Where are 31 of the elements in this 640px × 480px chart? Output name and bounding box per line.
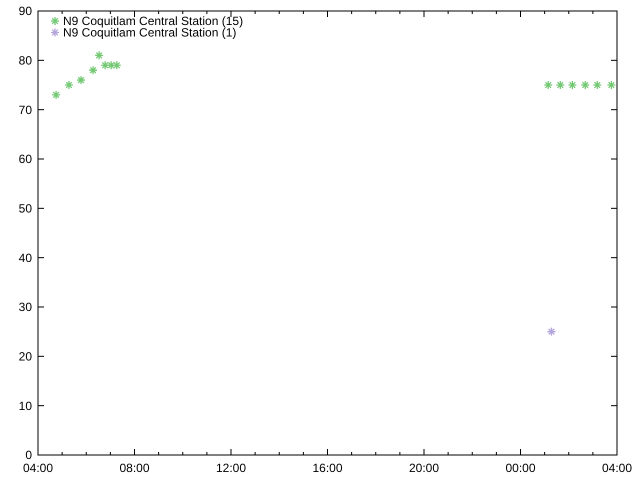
y-tick-label: 10 bbox=[18, 398, 32, 413]
x-tick-label: 04:00 bbox=[602, 461, 632, 475]
point bbox=[94, 50, 104, 60]
y-tick-label: 40 bbox=[18, 250, 32, 265]
x-tick-label: 12:00 bbox=[216, 461, 246, 475]
x-tick-label: 16:00 bbox=[312, 461, 343, 475]
y-tick-label: 90 bbox=[18, 4, 32, 18]
x-tick-label: 04:00 bbox=[22, 461, 54, 475]
point bbox=[88, 66, 98, 75]
point bbox=[568, 80, 578, 90]
point bbox=[556, 80, 565, 90]
point bbox=[51, 90, 61, 100]
legend-label: N9 Coquitlam Central Station (15) bbox=[63, 14, 244, 28]
y-tick-label: 80 bbox=[18, 54, 32, 68]
legend-label: N9 Coquitlam Central Station (1) bbox=[63, 26, 236, 40]
point bbox=[606, 80, 616, 90]
y-tick-label: 50 bbox=[18, 202, 32, 216]
point bbox=[544, 80, 553, 90]
point bbox=[592, 80, 602, 90]
point bbox=[580, 80, 590, 90]
y-tick-label: 60 bbox=[18, 152, 32, 166]
point bbox=[546, 327, 556, 336]
y-tick-label: 20 bbox=[18, 350, 32, 364]
x-tick-label: 08:00 bbox=[119, 461, 150, 475]
point bbox=[64, 80, 74, 90]
point bbox=[76, 75, 86, 85]
y-tick-label: 70 bbox=[18, 102, 32, 117]
x-tick-label: 20:00 bbox=[408, 461, 440, 475]
y-tick-label: 0 bbox=[25, 448, 32, 462]
x-tick-label: 00:00 bbox=[505, 461, 536, 475]
y-tick-label: 30 bbox=[18, 300, 32, 314]
